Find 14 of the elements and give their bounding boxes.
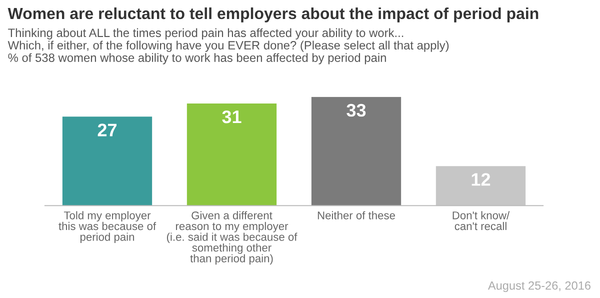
data-label: 33 [346,104,366,117]
x-tick-label: Don't know/ can't recall [452,211,510,230]
data-label: 31 [222,110,242,124]
data-label: 27 [98,124,116,136]
chart-title: Women are reluctant to tell employers about the impact of period pain [8,7,538,22]
data-label: 12 [472,173,490,186]
chart-subtitle: Thinking about ALL the times period pain has affected your ability to work... Which, if either, of the following have you EVER done? (Please select all that apply) % of 538 women whose ability to work has been affected by period pain [8,28,449,64]
bar [186,103,277,206]
text: August 25-26, 2016 [488,281,590,292]
x-tick-label: Given a different reason to my employer (i.e. said it was because of something other than period pain) [166,211,298,265]
bar [62,116,152,206]
bar [311,96,402,206]
x-tick-label: Told my employer this was because of period pain [58,211,156,244]
x-tick-label: Neither of these [318,211,395,220]
